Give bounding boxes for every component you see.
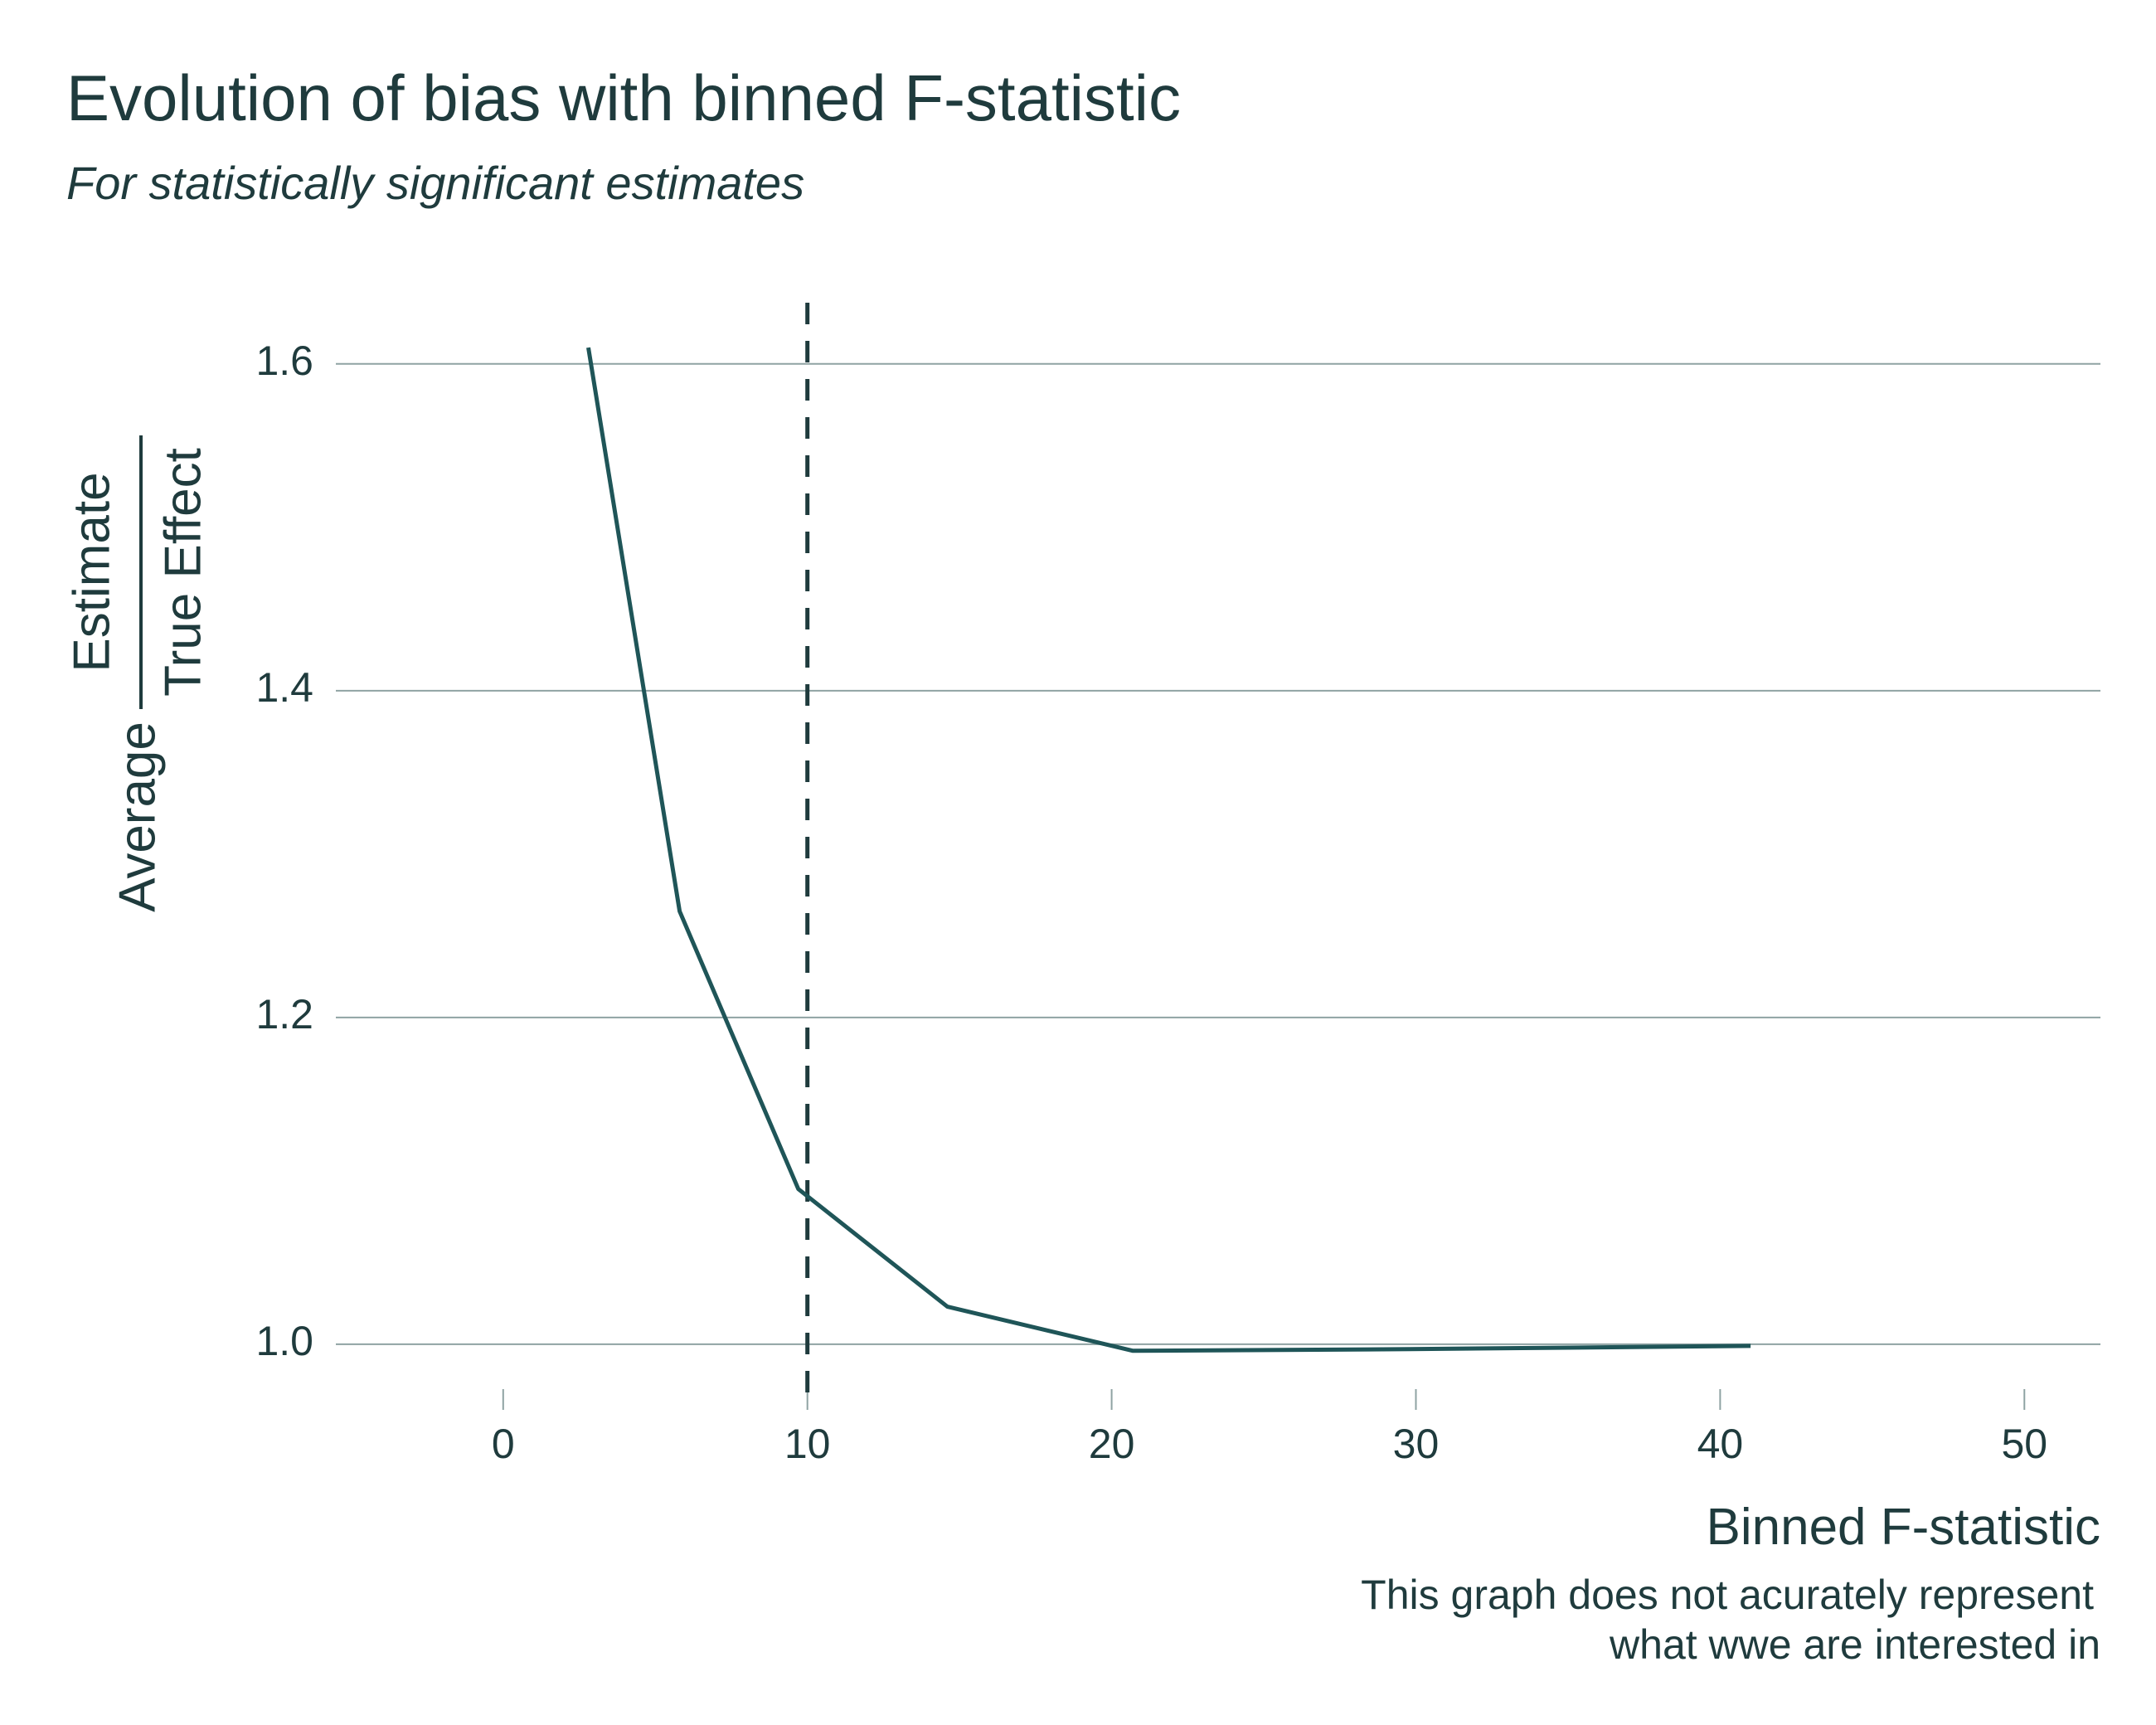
caption-line-2: what wwe are interested in — [1609, 1621, 2100, 1668]
x-tick-label: 30 — [1393, 1421, 1440, 1467]
x-tick-label: 20 — [1089, 1421, 1135, 1467]
x-tick-label: 50 — [2001, 1421, 2047, 1467]
gridlines — [336, 362, 2100, 1345]
chart-title: Evolution of bias with binned F-statisti… — [66, 61, 1181, 134]
y-axis-label-numerator: Estimate — [63, 472, 120, 672]
y-tick-label: 1.6 — [255, 338, 313, 384]
y-tick-label: 1.4 — [255, 664, 313, 711]
series-line-0 — [586, 347, 1751, 1353]
y-tick-label: 1.0 — [255, 1318, 313, 1364]
x-tick-label: 40 — [1697, 1421, 1744, 1467]
y-axis-label: Average Estimate True Effect — [63, 435, 211, 912]
y-tick-label: 1.2 — [255, 991, 313, 1037]
series-layer — [586, 347, 1751, 1353]
y-axis-label-prefix: Average — [109, 722, 166, 912]
x-tick-label: 0 — [492, 1421, 515, 1467]
chart-subtitle: For statistically significant estimates — [66, 157, 804, 209]
y-axis-label-denominator: True Effect — [154, 448, 211, 697]
x-axis-ticks: 0 10 20 30 40 50 — [492, 1389, 2047, 1467]
x-axis-label: Binned F-statistic — [1706, 1499, 2100, 1556]
caption-line-1: This graph does not acurately represent — [1361, 1572, 2094, 1618]
x-tick-label: 10 — [784, 1421, 831, 1467]
y-axis-ticks: 1.0 1.2 1.4 1.6 — [255, 338, 313, 1364]
